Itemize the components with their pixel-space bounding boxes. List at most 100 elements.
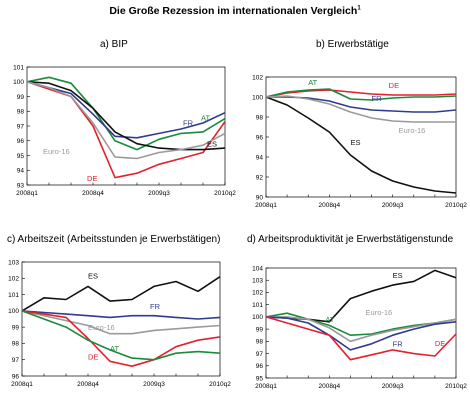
series-label-es: ES — [88, 271, 98, 280]
x-tick-label: 2008q1 — [11, 381, 33, 388]
y-tick-label: 100 — [8, 308, 19, 315]
x-tick-label: 2010q2 — [214, 190, 236, 197]
x-tick-label: 2009q3 — [143, 381, 165, 388]
series-label-es: ES — [350, 138, 360, 147]
y-tick-label: 100 — [252, 314, 263, 321]
x-tick-label: 2008q1 — [255, 383, 277, 390]
series-label-fr: FR — [372, 94, 383, 103]
series-label-es: ES — [207, 140, 217, 149]
x-tick-label: 2010q2 — [209, 381, 231, 388]
series-label-de: DE — [87, 174, 97, 183]
series-line-euro-16 — [21, 310, 221, 335]
y-tick-label: 97 — [12, 357, 20, 364]
y-tick-label: 93 — [17, 182, 25, 189]
x-tick-label: 2008q1 — [255, 202, 277, 209]
series-label-euro-16: Euro-16 — [366, 308, 393, 317]
y-tick-label: 101 — [13, 64, 24, 71]
chart-arbeitszeit: 96 97 98 99 100 101 102 103 2008q1 2008q4 2009q3 20… — [8, 259, 231, 388]
y-tick-label: 100 — [13, 79, 24, 86]
plot-frame — [26, 66, 226, 186]
series-line-es — [265, 269, 457, 323]
y-tick-label: 103 — [8, 259, 19, 266]
series-label-fr: FR — [393, 340, 404, 349]
y-tick-label: 94 — [17, 168, 25, 175]
series-line-de — [265, 89, 457, 98]
y-tick-label: 98 — [12, 341, 20, 348]
series-label-de: DE — [435, 339, 445, 348]
y-tick-label: 101 — [252, 302, 263, 309]
x-tick-label: 2009q3 — [148, 190, 170, 197]
series-label-at: AT — [110, 344, 119, 353]
x-tick-label: 2009q3 — [382, 383, 404, 390]
series-line-fr — [21, 310, 221, 320]
series-label-fr: FR — [150, 302, 161, 311]
y-tick-label: 97 — [256, 351, 264, 358]
page-title: Die Große Rezession im internationalen V… — [0, 5, 470, 17]
y-tick-label: 94 — [256, 154, 264, 161]
y-tick-label: 101 — [8, 292, 19, 299]
y-tick-label: 102 — [252, 74, 263, 81]
plot-frame — [265, 267, 457, 379]
series-line-es — [265, 96, 457, 194]
page-title-text: Die Große Rezession im internationalen V… — [109, 5, 358, 17]
y-tick-label: 103 — [252, 278, 263, 285]
series-label-es: ES — [393, 271, 403, 280]
series-line-at — [265, 88, 457, 101]
panel-title-produktivitaet: d) Arbeitsproduktivität je Erwerbstätige… — [247, 234, 454, 245]
x-tick-label: 2008q4 — [77, 381, 99, 388]
chart-erwerb: 90 92 94 96 98 100 102 2008q1 2008q4 2009q3 2010q2… — [252, 74, 467, 209]
series-line-euro-16 — [26, 81, 226, 160]
series-line-es — [26, 81, 226, 151]
y-tick-label: 99 — [256, 326, 264, 333]
series-line-de — [21, 310, 221, 368]
y-tick-label: 104 — [252, 265, 263, 272]
series-label-at: AT — [308, 78, 317, 87]
x-tick-label: 2010q2 — [445, 202, 467, 209]
x-tick-label: 2009q3 — [382, 202, 404, 209]
y-tick-label: 99 — [12, 324, 20, 331]
series-line-de — [265, 316, 457, 361]
series-line-euro-16 — [265, 95, 456, 123]
y-tick-label: 95 — [256, 375, 264, 382]
series-line-de — [26, 81, 226, 179]
series-label-fr: FR — [183, 118, 194, 127]
series-line-fr — [265, 316, 457, 351]
y-tick-label: 96 — [256, 134, 264, 141]
panel-title-bip: a) BIP — [100, 39, 128, 50]
series-line-at — [21, 310, 221, 361]
y-tick-label: 96 — [256, 363, 264, 370]
y-tick-label: 98 — [17, 109, 25, 116]
y-tick-label: 97 — [17, 123, 25, 130]
y-tick-label: 96 — [12, 373, 20, 380]
panel-title-erwerbstaetige: b) Erwerbstätige — [316, 39, 389, 50]
chart-bip: 93 94 95 96 97 98 99 100 101 2008q1 2008q4 2009q3 20… — [13, 64, 236, 197]
y-tick-label: 95 — [17, 153, 25, 160]
series-line-at — [26, 76, 226, 151]
series-label-at: AT — [325, 315, 334, 324]
y-tick-label: 92 — [256, 174, 264, 181]
y-tick-label: 102 — [8, 276, 19, 283]
series-line-es — [21, 276, 221, 312]
series-label-de: DE — [88, 353, 98, 362]
x-tick-label: 2008q4 — [318, 202, 340, 209]
series-label-euro-16: Euro-16 — [399, 126, 426, 135]
panel-title-arbeitszeit: c) Arbeitszeit (Arbeitsstunden je Erwerb… — [7, 234, 221, 245]
title-footnote: 1 — [357, 5, 361, 12]
x-tick-label: 2008q4 — [318, 383, 340, 390]
y-tick-label: 98 — [256, 114, 264, 121]
series-label-de: DE — [389, 81, 399, 90]
series-line-euro-16 — [266, 316, 457, 343]
series-label-at: AT — [201, 114, 210, 123]
y-tick-label: 98 — [256, 339, 264, 346]
y-tick-label: 99 — [17, 94, 25, 101]
series-label-euro-16: Euro-16 — [43, 147, 70, 156]
y-tick-label: 102 — [252, 290, 263, 297]
y-tick-label: 96 — [17, 138, 25, 145]
y-tick-label: 90 — [256, 194, 264, 201]
series-label-euro-16: Euro-16 — [88, 323, 115, 332]
y-tick-label: 100 — [252, 94, 263, 101]
x-tick-label: 2010q2 — [445, 383, 467, 390]
x-tick-label: 2008q4 — [82, 190, 104, 197]
x-tick-label: 2008q1 — [16, 190, 38, 197]
